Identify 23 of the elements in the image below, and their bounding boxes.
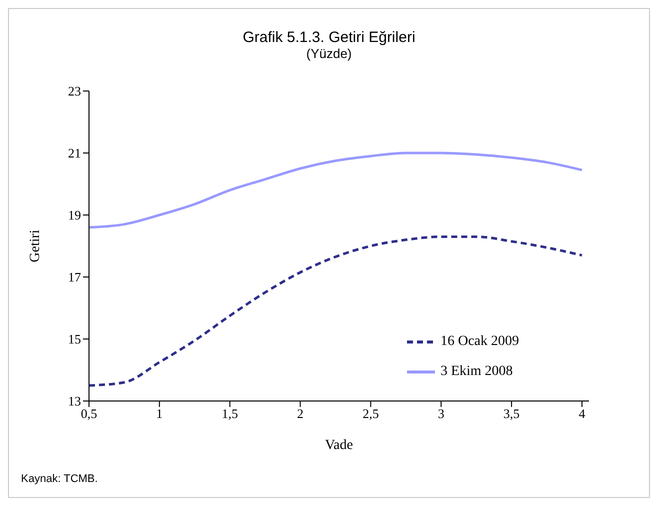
legend-label: 3 Ekim 2008 <box>440 364 513 380</box>
x-tick-label: 4 <box>578 406 586 422</box>
legend-label: 16 Ocak 2009 <box>440 334 519 350</box>
x-tick-label: 3 <box>438 406 444 422</box>
line-series <box>89 235 584 387</box>
chart-title: Grafik 5.1.3. Getiri Eğrileri <box>242 29 416 46</box>
y-tick-label: 19 <box>68 208 81 223</box>
y-axis-title: Getiri <box>28 230 43 262</box>
x-tick-label: 1,5 <box>222 406 238 422</box>
x-tick-label: 3,5 <box>503 406 520 422</box>
text: Kaynak: TCMB. <box>21 473 98 485</box>
x-tick-label: 2 <box>297 406 304 422</box>
y-tick-label: 13 <box>68 394 81 409</box>
y-tick-label: 23 <box>68 84 81 99</box>
x-tick-label: 1 <box>156 406 163 422</box>
y-tick-label: 17 <box>68 270 82 285</box>
y-tick-label: 21 <box>68 146 81 161</box>
y-tick-label: 15 <box>68 332 81 347</box>
x-tick-label: 2,5 <box>362 406 379 422</box>
line-series <box>89 152 584 229</box>
x-axis-title: Vade <box>325 438 353 453</box>
chart-subtitle: (Yüzde) <box>305 46 353 61</box>
x-tick-label: 0,5 <box>80 406 98 422</box>
